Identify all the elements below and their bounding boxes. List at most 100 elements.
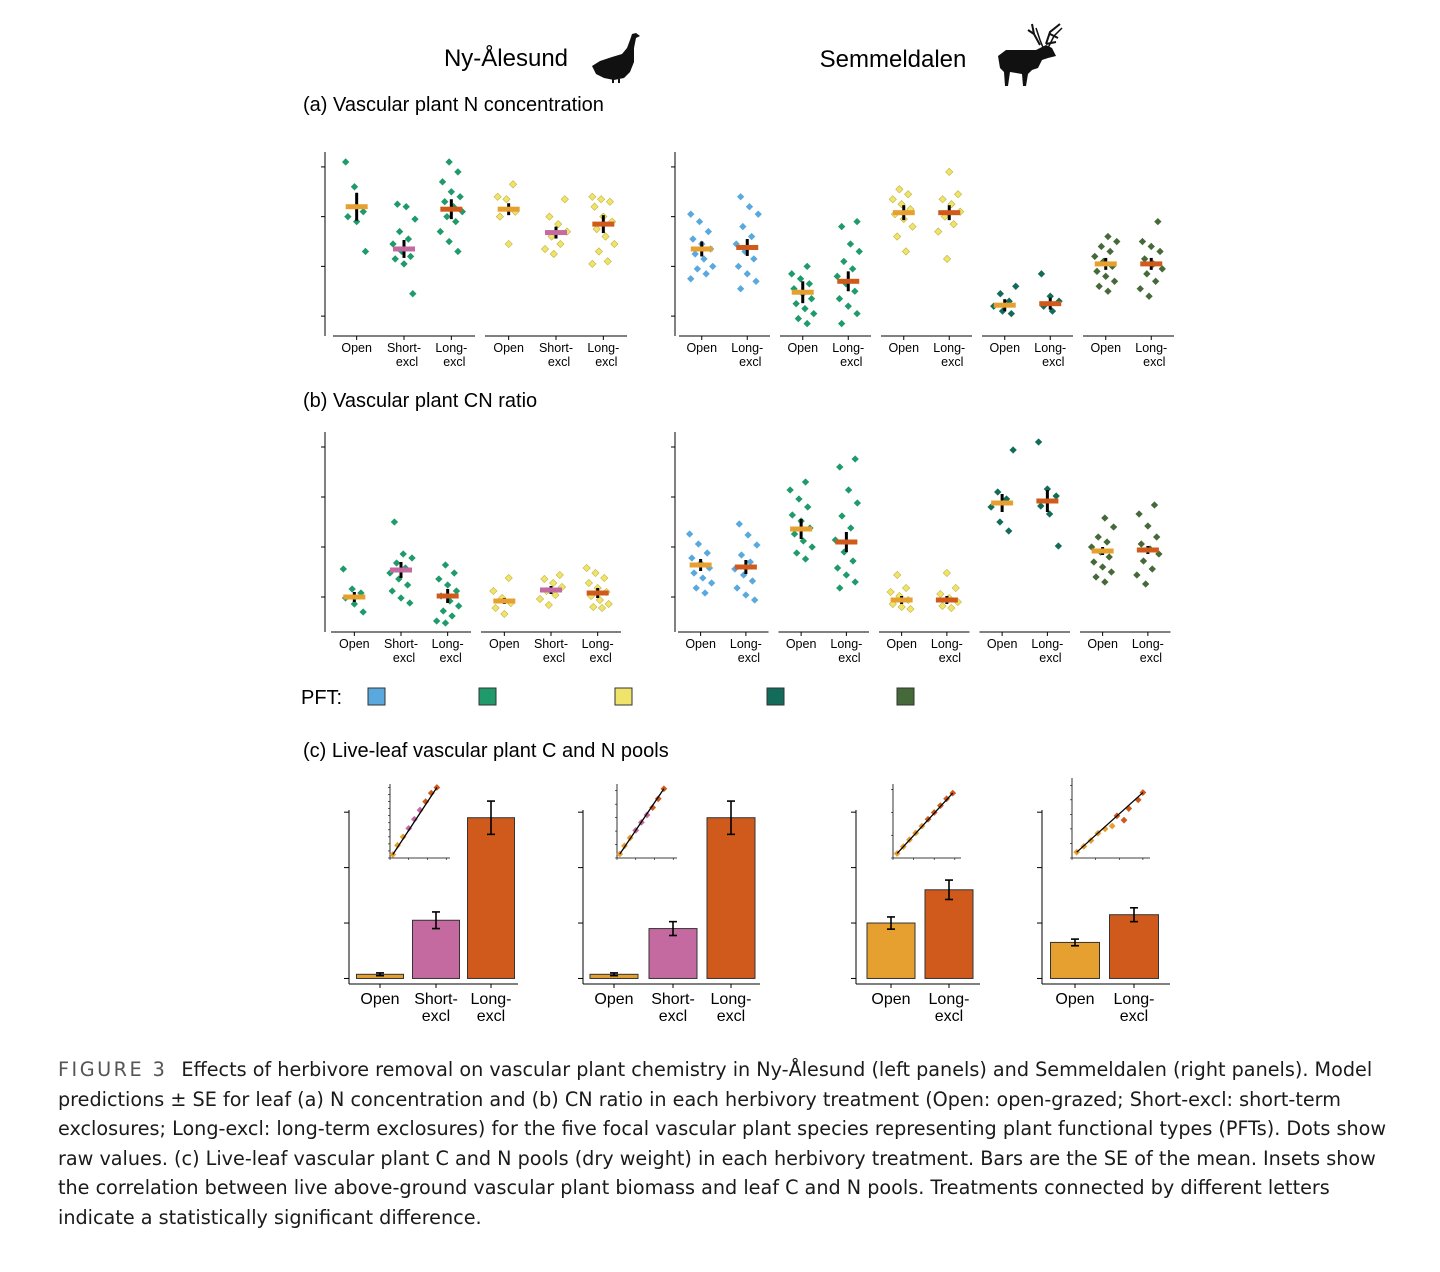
data-point (435, 575, 443, 583)
data-point (737, 551, 746, 559)
treatment-label: excl (939, 651, 961, 665)
pft-legend: PFT: (301, 687, 915, 709)
data-point (893, 232, 902, 241)
legend-swatch-deciduous-dwarf-shrubs (896, 687, 915, 706)
data-point (1151, 277, 1160, 285)
data-point (1150, 501, 1159, 509)
data-point (1092, 573, 1100, 581)
mean-marker (835, 539, 858, 545)
mean-marker (892, 210, 915, 216)
data-point (454, 602, 463, 610)
legend-swatch-horsetails (614, 687, 633, 706)
bar (648, 928, 698, 979)
treatment-label: Long- (1034, 341, 1066, 355)
data-point (391, 255, 399, 263)
data-point (392, 559, 401, 567)
data-point (746, 558, 754, 566)
data-point (441, 619, 450, 627)
treatment-label: Long- (435, 341, 467, 355)
data-point (1090, 558, 1098, 566)
data-point (739, 222, 747, 231)
data-point (509, 180, 518, 189)
data-point (1052, 492, 1060, 500)
treatment-label: Long- (929, 991, 970, 1008)
data-point (406, 252, 415, 261)
mean-marker (343, 594, 366, 600)
data-point (895, 185, 904, 194)
bar-chart-c-se-carbon: Open Long-excl (851, 784, 980, 1025)
legend-label: PFT: (301, 687, 342, 709)
data-point (560, 195, 569, 204)
treatment-label: Open (493, 341, 524, 355)
mean-marker (991, 500, 1014, 506)
data-point (838, 512, 846, 520)
mean-marker (436, 593, 459, 599)
treatment-label: Long- (1135, 341, 1167, 355)
data-point (837, 319, 846, 328)
data-point (788, 511, 797, 519)
mean-marker (1140, 261, 1163, 267)
mean-marker (734, 564, 757, 570)
data-point (450, 569, 458, 577)
data-point (493, 192, 502, 201)
data-point (588, 259, 597, 268)
data-point (733, 584, 741, 592)
data-point (844, 302, 852, 310)
data-point (445, 237, 453, 246)
inset-point (416, 806, 424, 814)
treatment-label: Open (1090, 341, 1121, 355)
inset-trend-line (392, 787, 438, 855)
data-point (688, 554, 696, 562)
bar (706, 817, 756, 979)
treatment-label: Long- (1031, 637, 1063, 651)
data-point (1144, 522, 1152, 530)
treatment-label: Open (871, 991, 910, 1008)
data-point (904, 190, 913, 199)
data-point (833, 272, 841, 281)
data-point (1110, 277, 1119, 285)
treatment-label: Open (341, 341, 372, 355)
data-point (495, 212, 504, 221)
bar (1109, 914, 1159, 979)
treatment-label: Long- (1114, 991, 1155, 1008)
data-point (996, 518, 1004, 526)
mean-marker (837, 278, 860, 284)
data-point (400, 260, 408, 268)
data-point (804, 503, 812, 511)
data-point (1101, 514, 1109, 522)
data-point (502, 195, 511, 204)
data-point (938, 195, 947, 204)
mean-marker (545, 230, 567, 236)
data-point (1009, 446, 1017, 454)
treatment-label: excl (1140, 651, 1162, 665)
treatment-label: Long- (1132, 637, 1164, 651)
site-title-ny-alesund: Ny-Ålesund (444, 44, 568, 72)
data-point (1091, 252, 1099, 261)
mean-marker (540, 587, 562, 593)
data-point (801, 304, 809, 313)
data-point (549, 578, 558, 588)
data-point (750, 255, 758, 263)
inset-point (427, 789, 435, 797)
data-point (441, 561, 450, 569)
data-point (702, 270, 710, 278)
site-title-semmeldalen: Semmeldalen (820, 46, 967, 73)
data-point (489, 586, 498, 596)
mean-marker (689, 562, 712, 568)
mean-marker (1039, 301, 1062, 307)
data-point (805, 280, 814, 288)
data-point (1139, 557, 1148, 565)
data-point (1005, 527, 1013, 535)
data-point (584, 578, 593, 588)
treatment-label: excl (1042, 355, 1064, 369)
bar (924, 889, 974, 979)
data-point (851, 578, 859, 586)
data-point (793, 549, 801, 557)
mean-marker (890, 597, 913, 603)
data-point (1141, 580, 1150, 588)
treatment-label: Open (686, 341, 717, 355)
mean-marker (791, 289, 814, 295)
data-point (795, 495, 803, 503)
